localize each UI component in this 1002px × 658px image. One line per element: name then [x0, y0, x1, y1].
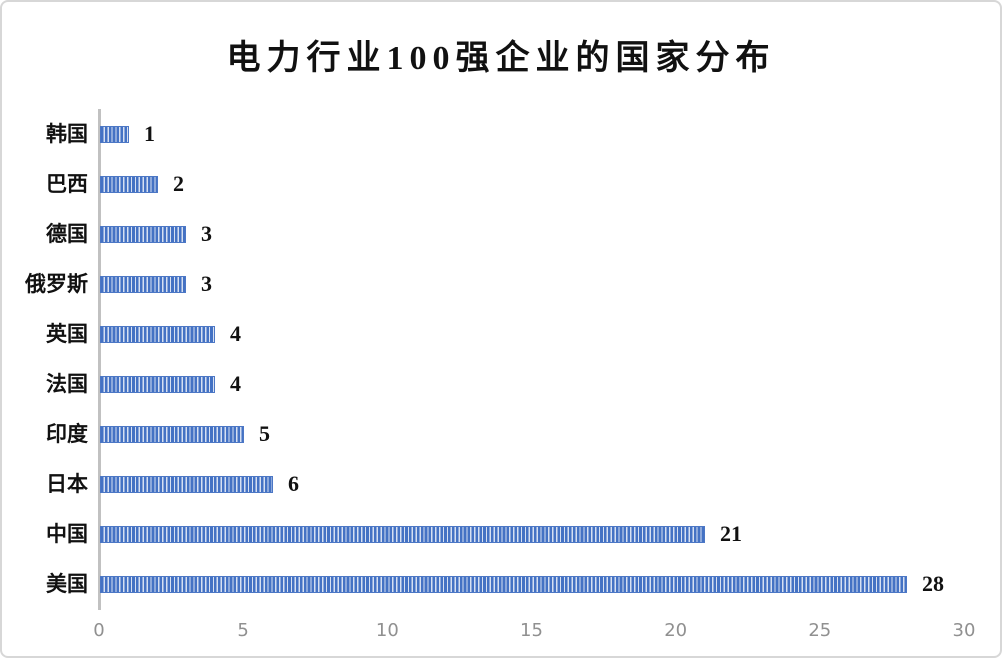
x-tick-label: 15: [520, 620, 543, 641]
category-label: 巴西: [46, 172, 88, 196]
x-tick-label: 5: [237, 620, 249, 641]
value-label: 6: [288, 471, 299, 496]
value-label: 4: [230, 371, 241, 396]
x-tick-label: 25: [808, 620, 832, 641]
bar: [100, 476, 273, 493]
value-label: 5: [259, 421, 270, 446]
category-label: 日本: [46, 472, 88, 496]
value-label: 4: [230, 321, 241, 346]
category-label: 印度: [46, 422, 88, 446]
x-tick-label: 30: [952, 620, 976, 641]
value-label: 21: [720, 521, 742, 546]
x-tick-label: 20: [664, 620, 688, 641]
bar: [100, 526, 705, 543]
value-label: 1: [144, 121, 155, 146]
category-label: 韩国: [46, 122, 88, 146]
chart-title: 电力行业100强企业的国家分布: [226, 40, 776, 77]
value-label: 2: [173, 171, 184, 196]
category-label: 俄罗斯: [25, 272, 88, 296]
category-label: 中国: [46, 522, 88, 546]
category-label: 德国: [46, 222, 88, 246]
category-label: 英国: [46, 322, 88, 346]
category-label: 法国: [46, 372, 88, 396]
bar: [100, 176, 158, 193]
bar: [100, 126, 129, 143]
value-label: 3: [201, 221, 212, 246]
bar: [100, 426, 244, 443]
bar: [100, 576, 907, 593]
value-label: 28: [922, 571, 944, 596]
bar: [100, 276, 186, 293]
bar: [100, 326, 215, 343]
bar: [100, 376, 215, 393]
bar: [100, 226, 186, 243]
category-label: 美国: [46, 572, 88, 596]
value-label: 3: [201, 271, 212, 296]
x-tick-label: 0: [93, 620, 105, 641]
x-tick-label: 10: [375, 620, 399, 641]
y-axis-line: [98, 109, 101, 610]
